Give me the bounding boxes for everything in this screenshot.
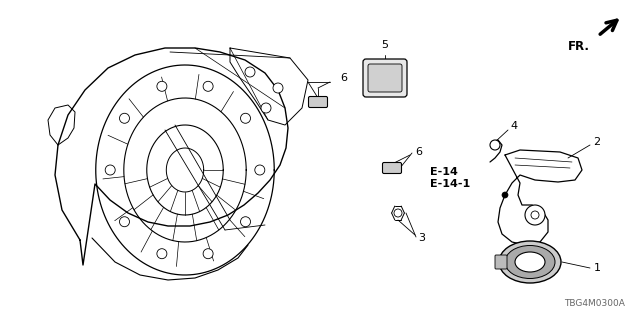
- Circle shape: [241, 113, 250, 123]
- Text: 3: 3: [418, 233, 425, 243]
- Circle shape: [490, 140, 500, 150]
- Text: 2: 2: [593, 137, 600, 147]
- FancyBboxPatch shape: [308, 97, 328, 108]
- Circle shape: [157, 249, 167, 259]
- Circle shape: [394, 209, 402, 217]
- Ellipse shape: [515, 252, 545, 272]
- Circle shape: [203, 249, 213, 259]
- Circle shape: [273, 83, 283, 93]
- Text: 4: 4: [510, 121, 517, 131]
- Text: 1: 1: [594, 263, 601, 273]
- Ellipse shape: [499, 241, 561, 283]
- Circle shape: [157, 81, 167, 91]
- Text: 6: 6: [340, 73, 347, 83]
- Text: E-14
E-14-1: E-14 E-14-1: [430, 167, 470, 189]
- FancyBboxPatch shape: [495, 255, 507, 269]
- Circle shape: [105, 165, 115, 175]
- FancyBboxPatch shape: [383, 163, 401, 173]
- Circle shape: [255, 165, 265, 175]
- Circle shape: [502, 192, 508, 198]
- Ellipse shape: [505, 245, 555, 278]
- Text: 5: 5: [381, 40, 388, 50]
- Circle shape: [120, 113, 129, 123]
- Circle shape: [203, 81, 213, 91]
- Circle shape: [245, 67, 255, 77]
- FancyBboxPatch shape: [368, 64, 402, 92]
- Circle shape: [525, 205, 545, 225]
- Circle shape: [531, 211, 539, 219]
- Circle shape: [241, 217, 250, 227]
- FancyBboxPatch shape: [363, 59, 407, 97]
- Text: 6: 6: [415, 147, 422, 157]
- Circle shape: [120, 217, 129, 227]
- Circle shape: [261, 103, 271, 113]
- Text: FR.: FR.: [568, 40, 590, 53]
- Text: TBG4M0300A: TBG4M0300A: [564, 299, 625, 308]
